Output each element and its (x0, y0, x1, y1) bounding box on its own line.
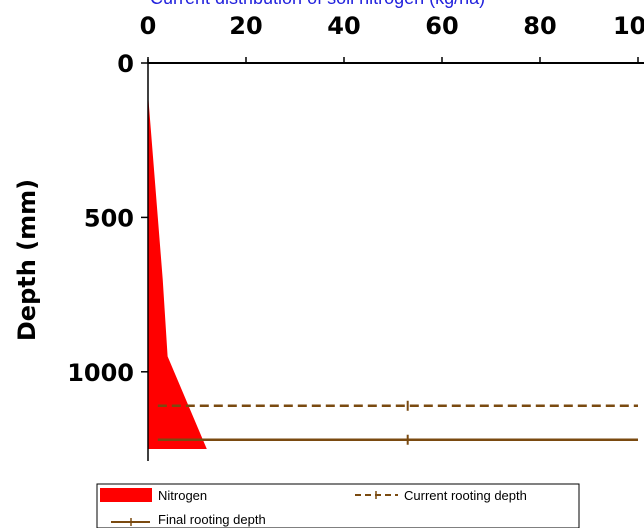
y-tick-label: 0 (117, 50, 134, 78)
legend-current-label: Current rooting depth (404, 488, 527, 503)
nitrogen-area (148, 63, 207, 449)
plot-area (148, 63, 638, 449)
y-tick-label: 1000 (67, 359, 134, 387)
x-tick-label: 100 (613, 12, 644, 40)
x-tick-label: 20 (229, 12, 262, 40)
y-axis-title: Depth (mm) (13, 179, 41, 341)
x-tick-label: 0 (140, 12, 157, 40)
legend-final-label: Final rooting depth (158, 512, 266, 527)
x-tick-label: 60 (425, 12, 458, 40)
x-ticks: 0 20 40 60 80 100 (140, 12, 644, 63)
legend-nitrogen-swatch (100, 488, 152, 502)
legend-box (96, 483, 580, 528)
legend: Nitrogen Current rooting depth Final roo… (96, 483, 580, 528)
x-tick-label: 80 (523, 12, 556, 40)
chart-title: Current distribution of soil nitrogen (k… (150, 0, 485, 8)
x-tick-label: 40 (327, 12, 360, 40)
y-ticks: 0 500 1000 (67, 50, 148, 387)
y-tick-label: 500 (84, 204, 134, 232)
legend-nitrogen-label: Nitrogen (158, 488, 207, 503)
